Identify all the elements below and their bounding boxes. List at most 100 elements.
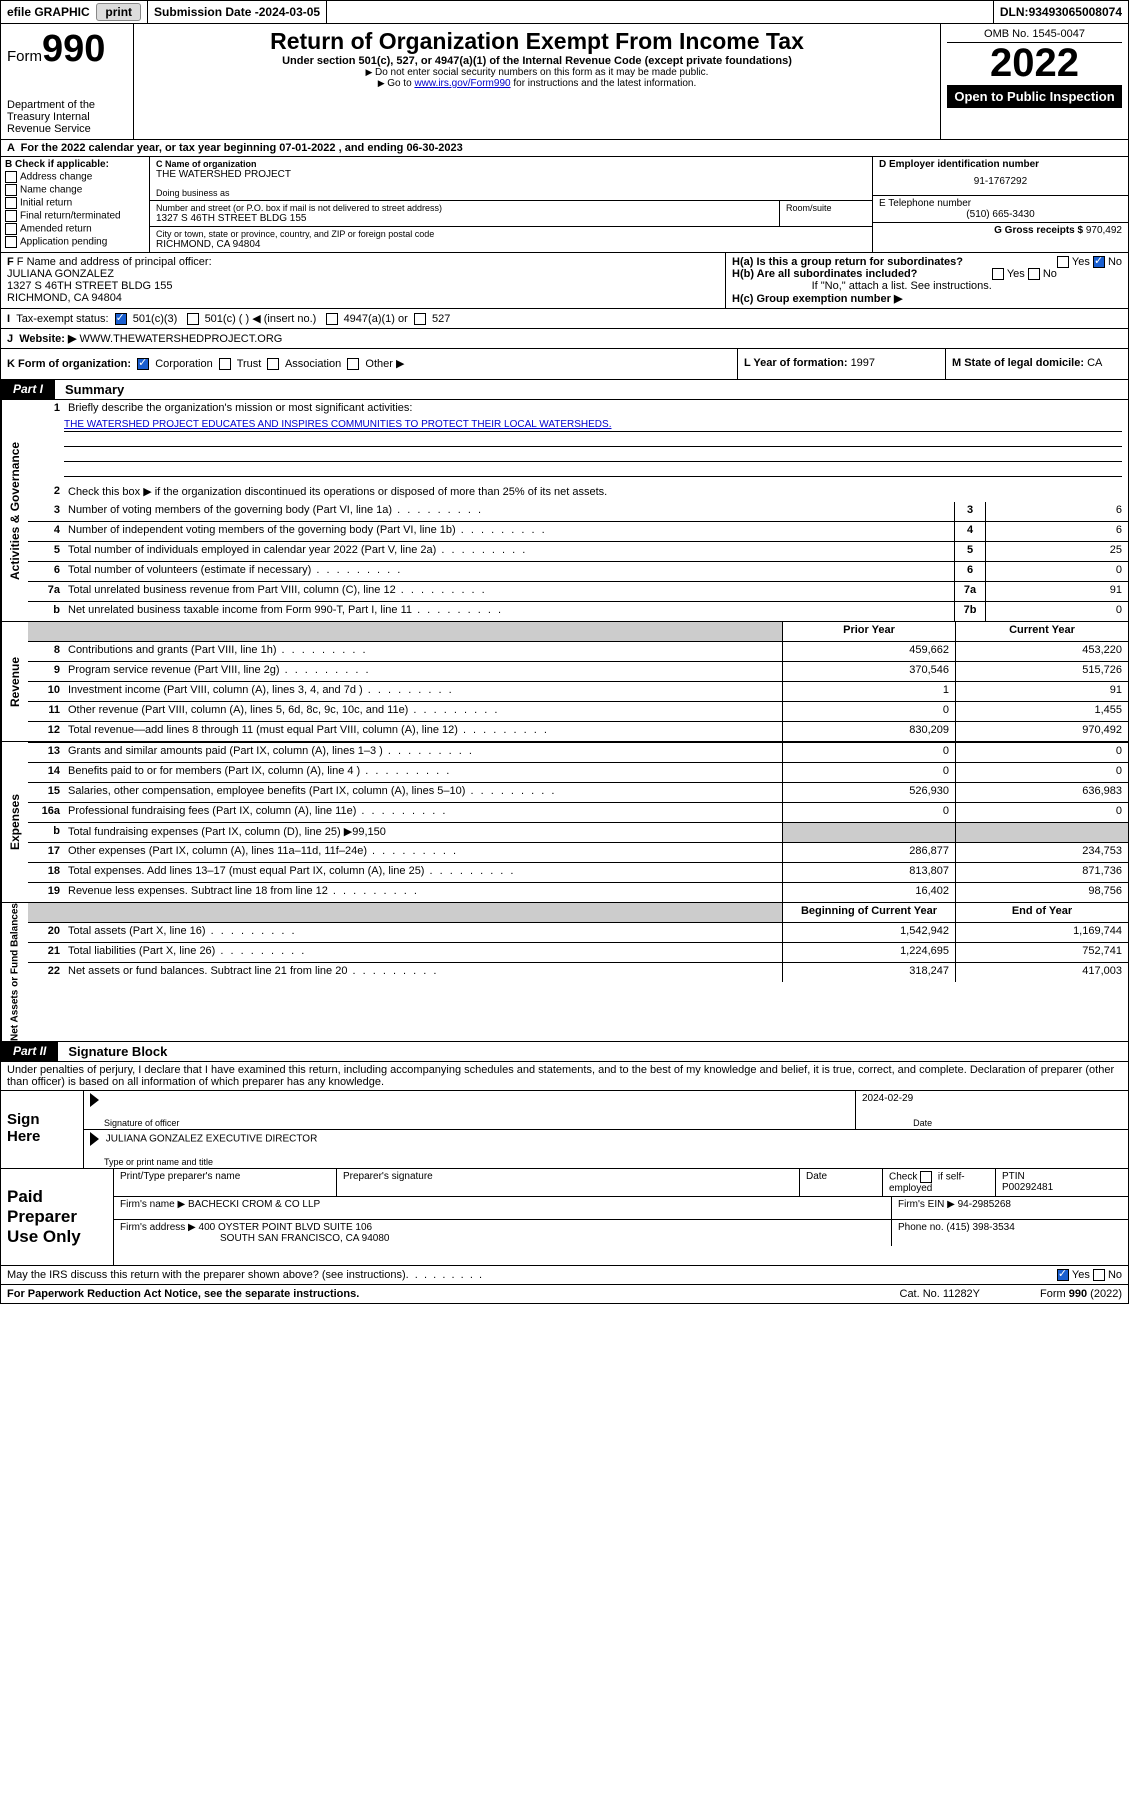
- line-curr: 871,736: [955, 863, 1128, 882]
- line-num: 8: [28, 642, 64, 661]
- ck-amended[interactable]: [5, 223, 17, 235]
- sign-here-label: Sign Here: [1, 1091, 84, 1168]
- box-f: F F Name and address of principal office…: [1, 253, 726, 308]
- sec-ag-label: Activities & Governance: [1, 400, 28, 621]
- prep-date-hdr: Date: [800, 1169, 883, 1196]
- mission-blank: [64, 447, 1122, 462]
- ck-discuss-no[interactable]: [1093, 1269, 1105, 1281]
- line-desc: Revenue less expenses. Subtract line 18 …: [64, 883, 782, 902]
- sec-net-label: Net Assets or Fund Balances: [1, 903, 28, 1041]
- officer-name: JULIANA GONZALEZ EXECUTIVE DIRECTOR Type…: [84, 1130, 1128, 1168]
- col-end: End of Year: [955, 903, 1128, 922]
- row-k: K Form of organization: Corporation Trus…: [1, 349, 738, 379]
- pra-notice: For Paperwork Reduction Act Notice, see …: [7, 1288, 359, 1300]
- mission-statement: THE WATERSHED PROJECT EDUCATES AND INSPI…: [64, 419, 1122, 432]
- line-prior: 1: [782, 682, 955, 701]
- line-curr: 970,492: [955, 722, 1128, 741]
- ein-label: D Employer identification number: [879, 159, 1122, 170]
- ck-discuss-yes[interactable]: [1057, 1269, 1069, 1281]
- col-begin: Beginning of Current Year: [782, 903, 955, 922]
- mission-blank: [64, 462, 1122, 477]
- line-ref: 3: [954, 502, 985, 521]
- l1-label: Briefly describe the organization's miss…: [64, 400, 1128, 419]
- prep-name-hdr: Print/Type preparer's name: [114, 1169, 337, 1196]
- ck-4947[interactable]: [326, 313, 338, 325]
- discuss-row: May the IRS discuss this return with the…: [0, 1266, 1129, 1285]
- ck-self[interactable]: [920, 1171, 932, 1183]
- line-curr: 0: [955, 803, 1128, 822]
- irs-link[interactable]: www.irs.gov/Form990: [414, 78, 510, 89]
- ck-ha-no[interactable]: [1093, 256, 1105, 268]
- firm-address: Firm's address ▶ 400 OYSTER POINT BLVD S…: [114, 1220, 892, 1246]
- line-prior: 813,807: [782, 863, 955, 882]
- line-curr: 515,726: [955, 662, 1128, 681]
- dln: DLN: 93493065008074: [994, 1, 1128, 23]
- year-box: OMB No. 1545-0047 2022 Open to Public In…: [941, 24, 1128, 139]
- line-curr: 234,753: [955, 843, 1128, 862]
- prep-ptin: PTINP00292481: [996, 1169, 1128, 1196]
- officer-signature[interactable]: Signature of officer: [84, 1091, 856, 1129]
- ck-pending[interactable]: [5, 236, 17, 248]
- line-desc: Net assets or fund balances. Subtract li…: [64, 963, 782, 982]
- line-desc: Total fundraising expenses (Part IX, col…: [64, 823, 782, 842]
- ck-527[interactable]: [414, 313, 426, 325]
- firm-ein: Firm's EIN ▶ 94-2985268: [892, 1197, 1128, 1219]
- line-desc: Program service revenue (Part VIII, line…: [64, 662, 782, 681]
- city-label: City or town, state or province, country…: [156, 229, 866, 239]
- sign-date: 2024-02-29 Date: [856, 1091, 1128, 1129]
- firm-phone: Phone no. (415) 398-3534: [892, 1220, 1128, 1246]
- ck-trust[interactable]: [219, 358, 231, 370]
- line-num: 19: [28, 883, 64, 902]
- line-desc: Benefits paid to or for members (Part IX…: [64, 763, 782, 782]
- line-desc: Net unrelated business taxable income fr…: [64, 602, 954, 621]
- ck-other[interactable]: [347, 358, 359, 370]
- ck-501c[interactable]: [187, 313, 199, 325]
- ck-address[interactable]: [5, 171, 17, 183]
- line-curr: 0: [955, 743, 1128, 762]
- line-curr: 636,983: [955, 783, 1128, 802]
- ck-name[interactable]: [5, 184, 17, 196]
- line-desc: Total revenue—add lines 8 through 11 (mu…: [64, 722, 782, 741]
- topbar-spacer: [327, 1, 994, 23]
- ck-hb-no[interactable]: [1028, 268, 1040, 280]
- street-label: Number and street (or P.O. box if mail i…: [156, 203, 773, 213]
- line-desc: Other revenue (Part VIII, column (A), li…: [64, 702, 782, 721]
- line-num: 21: [28, 943, 64, 962]
- line-ref: 5: [954, 542, 985, 561]
- line-num: 9: [28, 662, 64, 681]
- form-title: Return of Organization Exempt From Incom…: [140, 28, 934, 55]
- line-num: 14: [28, 763, 64, 782]
- line-prior: 0: [782, 702, 955, 721]
- ck-assoc[interactable]: [267, 358, 279, 370]
- line-prior: 526,930: [782, 783, 955, 802]
- ck-hb-yes[interactable]: [992, 268, 1004, 280]
- ck-ha-yes[interactable]: [1057, 256, 1069, 268]
- row-i: I Tax-exempt status: 501(c)(3) 501(c) ( …: [1, 309, 1128, 328]
- ck-final[interactable]: [5, 210, 17, 222]
- line-desc: Other expenses (Part IX, column (A), lin…: [64, 843, 782, 862]
- print-button[interactable]: print: [96, 3, 141, 21]
- line-val: 6: [985, 502, 1128, 521]
- org-name-label: C Name of organization: [156, 159, 866, 169]
- topbar: efile GRAPHIC print Submission Date - 20…: [0, 0, 1129, 24]
- ck-corp[interactable]: [137, 358, 149, 370]
- website[interactable]: WWW.THEWATERSHEDPROJECT.ORG: [79, 333, 282, 345]
- line-prior: 286,877: [782, 843, 955, 862]
- ck-initial[interactable]: [5, 197, 17, 209]
- line-prior: 0: [782, 763, 955, 782]
- ck-501c3[interactable]: [115, 313, 127, 325]
- line-val: 0: [985, 602, 1128, 621]
- line-desc: Total liabilities (Part X, line 26): [64, 943, 782, 962]
- subtitle: Under section 501(c), 527, or 4947(a)(1)…: [140, 55, 934, 67]
- line-desc: Investment income (Part VIII, column (A)…: [64, 682, 782, 701]
- line-ref: 4: [954, 522, 985, 541]
- line-desc: Contributions and grants (Part VIII, lin…: [64, 642, 782, 661]
- line-num: 12: [28, 722, 64, 741]
- ein: 91-1767292: [879, 170, 1122, 193]
- note-ssn: Do not enter social security numbers on …: [140, 67, 934, 78]
- box-h: H(a) Is this a group return for subordin…: [726, 253, 1128, 308]
- line-num: 18: [28, 863, 64, 882]
- line-curr: 91: [955, 682, 1128, 701]
- line-num: 13: [28, 743, 64, 762]
- line-curr: 1,455: [955, 702, 1128, 721]
